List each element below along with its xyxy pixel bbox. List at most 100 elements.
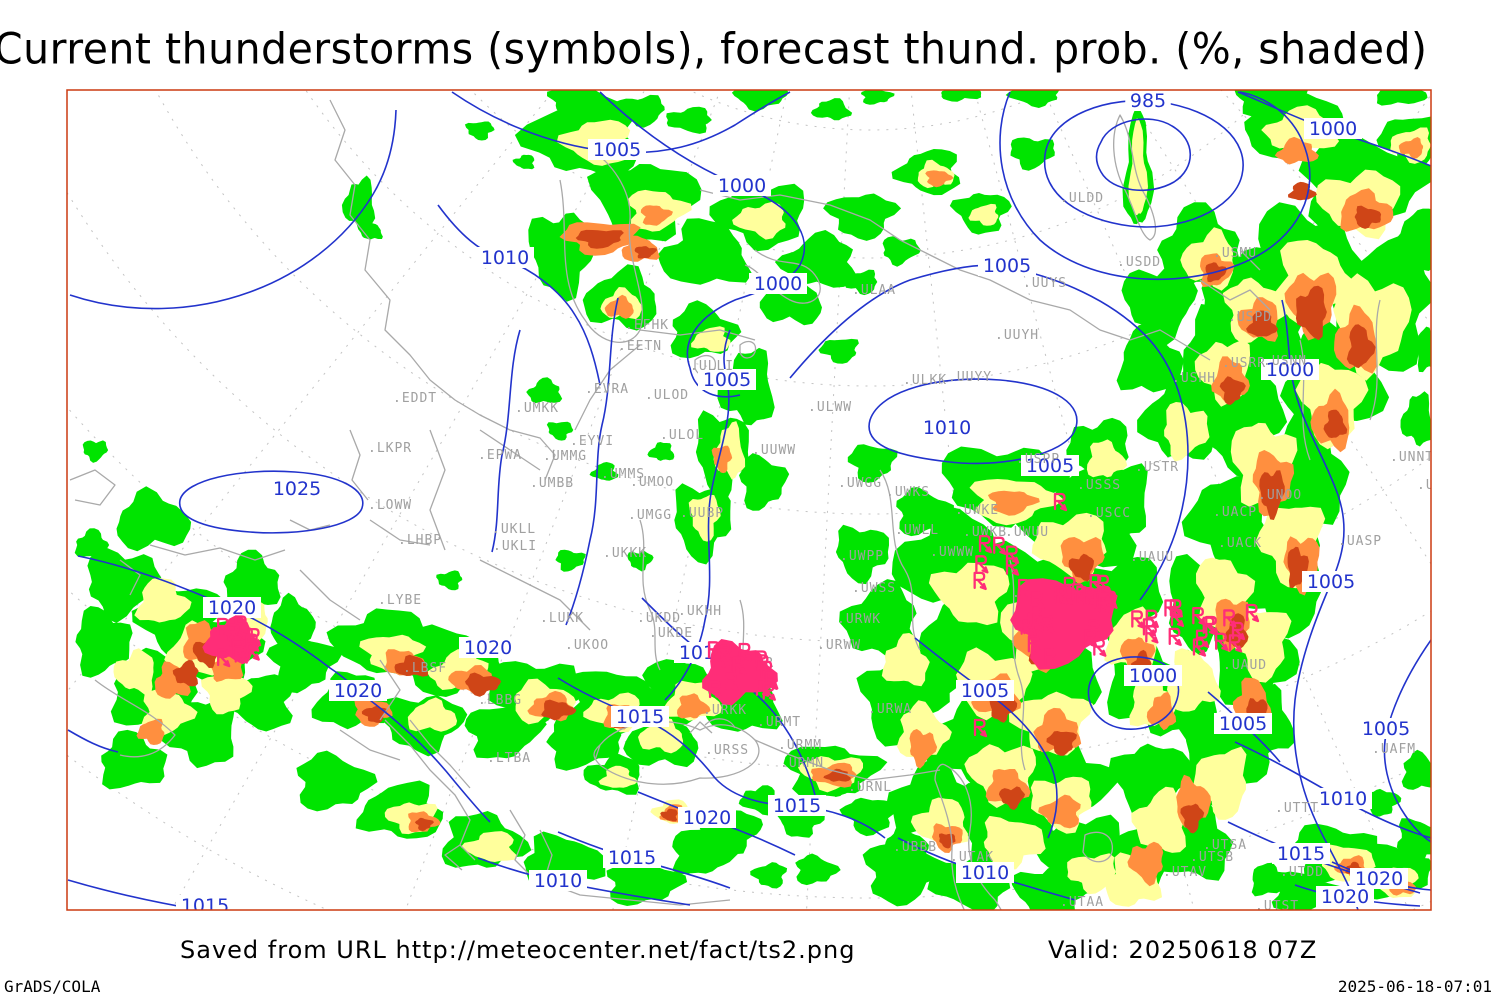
station-label: .UKDD bbox=[637, 611, 681, 626]
thunderstorm-symbol-cluster bbox=[702, 639, 779, 706]
station-label: .USRR bbox=[1222, 356, 1266, 371]
isobar-label: 1000 bbox=[1124, 665, 1182, 687]
station-label: .UWWW bbox=[930, 545, 974, 560]
station-label: .UACK bbox=[1218, 536, 1262, 551]
station-label: .EETN bbox=[618, 339, 662, 354]
station-label: .UKHH bbox=[678, 604, 722, 619]
station-label: .URMM bbox=[778, 738, 822, 753]
svg-text:1020: 1020 bbox=[464, 637, 512, 659]
station-label: .LBBG bbox=[478, 693, 522, 708]
station-label: .UWLL bbox=[895, 523, 939, 538]
svg-text:1010: 1010 bbox=[481, 247, 529, 269]
station-label: .ULDD bbox=[1060, 191, 1104, 206]
isobar-label: 1020 bbox=[203, 597, 261, 619]
isobar-label: 1000 bbox=[1261, 359, 1319, 381]
isobar-label: 1020 bbox=[459, 637, 517, 659]
svg-text:1010: 1010 bbox=[923, 417, 971, 439]
isobar-label: 1020 bbox=[1350, 868, 1408, 890]
svg-text:1005: 1005 bbox=[1307, 571, 1355, 593]
station-label: .EPWA bbox=[478, 448, 522, 463]
station-label: .LYBE bbox=[378, 593, 422, 608]
station-label: .UASP bbox=[1338, 534, 1382, 549]
station-label: .UMOO bbox=[630, 475, 674, 490]
isobar-label: 1010 bbox=[918, 417, 976, 439]
svg-text:1015: 1015 bbox=[773, 795, 821, 817]
station-label: .URMT bbox=[757, 715, 801, 730]
svg-text:1005: 1005 bbox=[961, 680, 1009, 702]
station-label: .USNN bbox=[1263, 354, 1307, 369]
thunderstorm-symbol-cluster bbox=[1245, 603, 1260, 623]
station-label: .LKPR bbox=[368, 441, 412, 456]
station-label: .EYVI bbox=[570, 434, 614, 449]
station-label: .UWKS bbox=[886, 485, 930, 500]
station-label: .UBBB bbox=[893, 840, 937, 855]
station-label: .URNL bbox=[848, 780, 892, 795]
isobar-label: 1010 bbox=[956, 862, 1014, 884]
valid-time-text: Valid: 20250618 07Z bbox=[1048, 936, 1318, 964]
isobar-label: 1015 bbox=[1272, 843, 1330, 865]
station-label: .LUKK bbox=[540, 611, 584, 626]
station-label: .UUWW bbox=[752, 443, 796, 458]
thunderstorm-symbol-cluster bbox=[1192, 607, 1243, 657]
svg-text:1005: 1005 bbox=[703, 369, 751, 391]
svg-text:1020: 1020 bbox=[683, 807, 731, 829]
station-label: .URKK bbox=[703, 703, 747, 718]
station-label: .LHBP bbox=[398, 533, 442, 548]
station-label: .UTAA bbox=[1060, 895, 1104, 910]
svg-text:1020: 1020 bbox=[1355, 868, 1403, 890]
svg-text:1010: 1010 bbox=[1319, 788, 1367, 810]
station-label: .UTSB bbox=[1190, 850, 1234, 865]
station-label: .UTAK bbox=[950, 850, 994, 865]
station-label: .LBSF bbox=[403, 661, 447, 676]
svg-text:1005: 1005 bbox=[1026, 455, 1074, 477]
station-label: .URSS bbox=[705, 743, 749, 758]
station-label: .UTDD bbox=[1280, 865, 1324, 880]
isobar-label: 1010 bbox=[529, 870, 587, 892]
station-label: .ULKK bbox=[903, 373, 947, 388]
station-label: .UMBB bbox=[530, 476, 574, 491]
svg-text:1015: 1015 bbox=[616, 706, 664, 728]
isobar-label: 1015 bbox=[768, 795, 826, 817]
station-label: .URWW bbox=[817, 638, 861, 653]
isobar-label: 1020 bbox=[678, 807, 736, 829]
station-label: .ULAA bbox=[852, 283, 896, 298]
thunderstorm-symbol-cluster bbox=[1053, 492, 1068, 512]
thunderstorm-symbol-cluster bbox=[1231, 621, 1246, 641]
station-label: .URWA bbox=[868, 702, 912, 717]
svg-text:1015: 1015 bbox=[1277, 843, 1325, 865]
station-label: .UNBB bbox=[1417, 478, 1461, 493]
isobar-label: 1015 bbox=[603, 847, 661, 869]
station-label: .UACP bbox=[1213, 505, 1257, 520]
svg-text:1010: 1010 bbox=[961, 862, 1009, 884]
thunderstorm-symbol-cluster bbox=[973, 534, 1020, 591]
svg-text:1005: 1005 bbox=[593, 139, 641, 161]
station-label: .USCC bbox=[1087, 506, 1131, 521]
thunderstorm-symbol-cluster bbox=[202, 615, 262, 668]
svg-text:1000: 1000 bbox=[718, 175, 766, 197]
station-label: .URWK bbox=[837, 612, 881, 627]
svg-text:1025: 1025 bbox=[273, 478, 321, 500]
grads-credit-text: GrADS/COLA bbox=[4, 977, 101, 996]
station-label: .UMKK bbox=[515, 401, 559, 416]
thunderstorm-symbol-cluster bbox=[1010, 574, 1118, 670]
station-label: .ULLI bbox=[690, 359, 734, 374]
isobar-label: 1005 bbox=[956, 680, 1014, 702]
station-label: .UWUU bbox=[1005, 525, 1049, 540]
station-label: .UAUD bbox=[1223, 658, 1267, 673]
station-label: .UMMG bbox=[543, 449, 587, 464]
station-label: .EDDT bbox=[393, 391, 437, 406]
station-label: .LOWW bbox=[368, 498, 412, 513]
svg-text:1000: 1000 bbox=[1129, 665, 1177, 687]
station-label: .EVRA bbox=[585, 382, 629, 397]
svg-text:1020: 1020 bbox=[208, 597, 256, 619]
isobar-label: 1000 bbox=[713, 175, 771, 197]
station-label: .USPP bbox=[1016, 452, 1060, 467]
station-label: .UKLI bbox=[493, 539, 537, 554]
station-label: .UAUU bbox=[1130, 550, 1174, 565]
isobar-label: 1005 bbox=[1302, 571, 1360, 593]
isobar-label: 1010 bbox=[476, 247, 534, 269]
station-label: .UWKE bbox=[955, 503, 999, 518]
isobar-label: 1025 bbox=[268, 478, 326, 500]
isobar-label: 1000 bbox=[1304, 118, 1362, 140]
